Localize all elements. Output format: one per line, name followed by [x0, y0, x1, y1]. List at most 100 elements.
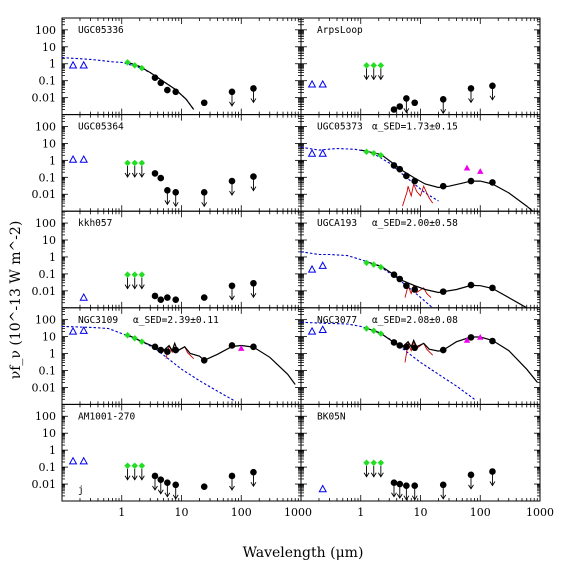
y-tick-label: 100 — [35, 217, 56, 230]
ir-point — [489, 337, 496, 345]
nir-point — [139, 65, 145, 71]
panel-ngc3077: NGC3077 α_SED=2.08±0.08 — [300, 307, 541, 405]
upper-limit-arrowhead — [468, 484, 474, 490]
model-curves — [301, 251, 527, 308]
nir-point — [378, 460, 384, 466]
uv-point — [318, 261, 327, 269]
ir-point — [439, 346, 447, 354]
nir-point — [139, 160, 145, 166]
ir-point — [439, 481, 447, 489]
nir-point — [371, 262, 377, 268]
ir-point — [411, 286, 419, 293]
panel-name: NGC3077 — [317, 315, 357, 326]
ir-point — [228, 342, 236, 349]
y-tick-label: 0.1 — [39, 75, 57, 88]
ir-point — [411, 177, 419, 185]
ir-point — [151, 292, 159, 300]
y-tick-label: 100 — [35, 24, 56, 37]
y-tick-label: 0.1 — [39, 461, 57, 474]
alpha-sed-label: α_SED=2.00±0.58 — [372, 218, 458, 229]
y-tick-label: 0.1 — [39, 268, 57, 281]
ir-point — [228, 282, 236, 290]
ir-point — [411, 99, 419, 107]
uv-point — [307, 264, 317, 273]
y-tick-label: 0.01 — [32, 92, 57, 105]
dust-model-line — [402, 182, 434, 207]
y-tick-label: 0.01 — [32, 285, 57, 298]
y-tick-label: 10 — [42, 41, 56, 54]
model-curves — [301, 321, 538, 400]
upper-limit-arrowhead — [377, 472, 384, 478]
ir-point — [489, 179, 496, 186]
ir-point — [250, 279, 257, 287]
alpha-sed-label: α_SED=1.73±0.15 — [372, 122, 458, 133]
y-tick-label: 100 — [35, 314, 56, 327]
stellar-model-line — [301, 321, 475, 400]
ir-point — [164, 187, 171, 194]
ir-point — [489, 82, 496, 90]
panel-note: j — [78, 485, 84, 496]
upper-limit-arrowhead — [250, 481, 257, 488]
y-tick-label: 100 — [35, 410, 56, 423]
upper-limit-arrowhead — [201, 202, 208, 208]
x-tick-label: 1000 — [284, 506, 312, 519]
ir-point — [467, 334, 475, 341]
ir-point — [403, 282, 410, 290]
x-tick-label: 1 — [357, 506, 364, 519]
ir-point — [403, 482, 410, 489]
upper-limit-arrowhead — [468, 98, 474, 104]
uv-point — [318, 148, 327, 157]
panel-am1001-270: 0.01 0.1 1 10 100 1 10 100 1000 AM1001-270 j — [32, 403, 312, 519]
ir-point — [467, 177, 475, 185]
ir-point — [396, 342, 404, 349]
upper-limit-arrowhead — [229, 485, 235, 491]
ir-point — [390, 271, 398, 278]
nir-point — [132, 272, 138, 278]
ir-point — [157, 174, 165, 182]
ir-point — [390, 339, 398, 346]
upper-limit-arrowhead — [250, 98, 257, 104]
uv-point — [307, 326, 317, 335]
nir-point — [364, 62, 369, 68]
y-tick-label: 10 — [42, 331, 56, 344]
y-tick-label: 1 — [49, 58, 56, 71]
ir-point — [172, 346, 180, 354]
panel-name: UGCA193 — [317, 218, 357, 229]
ir-point — [411, 344, 419, 352]
upper-limit-arrowhead — [138, 284, 145, 290]
upper-limit-arrowhead — [152, 485, 158, 491]
total-model-line — [367, 261, 527, 308]
ir-point — [172, 296, 180, 304]
upper-limit-arrowhead — [229, 295, 235, 301]
y-tick-label: 1 — [49, 348, 56, 361]
x-tick-label: 10 — [414, 506, 428, 519]
panel-arpsloop: ArpsLoop — [300, 17, 541, 116]
x-tick-label: 1 — [118, 506, 125, 519]
ir-point — [151, 170, 159, 177]
panel-name: BK05N — [317, 411, 346, 422]
ir-point — [164, 479, 171, 487]
upper-limit-arrowhead — [363, 75, 370, 81]
nir-point — [364, 149, 369, 155]
ir-point — [489, 284, 496, 292]
stellar-model-line — [301, 146, 439, 202]
x-tick-label: 1000 — [526, 506, 554, 519]
total-model-line — [367, 327, 538, 383]
ir-point — [157, 346, 165, 354]
panel-ugca193: UGCA193 α_SED=2.00±0.58 — [300, 210, 541, 309]
panel-ugc05364: 0.01 0.1 1 10 100 UGC05364 — [32, 114, 302, 212]
x-axis-label: Wavelength (μm) — [243, 545, 364, 561]
y-tick-label: 0.01 — [32, 381, 57, 394]
upper-limit-arrowhead — [164, 200, 171, 206]
synthetic-photometry-point — [477, 333, 484, 340]
ir-point — [396, 275, 404, 283]
y-axis-label: νf_ν (10^-13 W m^-2) — [8, 221, 24, 380]
nir-point — [378, 62, 384, 68]
nir-point — [125, 60, 130, 65]
ir-point — [164, 348, 171, 355]
ir-point — [403, 343, 410, 351]
ir-point — [200, 294, 208, 301]
alpha-sed-label: α_SED=2.39±0.11 — [133, 315, 219, 326]
upper-limit-arrowhead — [131, 284, 138, 290]
panel-kkh057: 0.01 0.1 1 10 100 kkh057 — [32, 210, 302, 309]
